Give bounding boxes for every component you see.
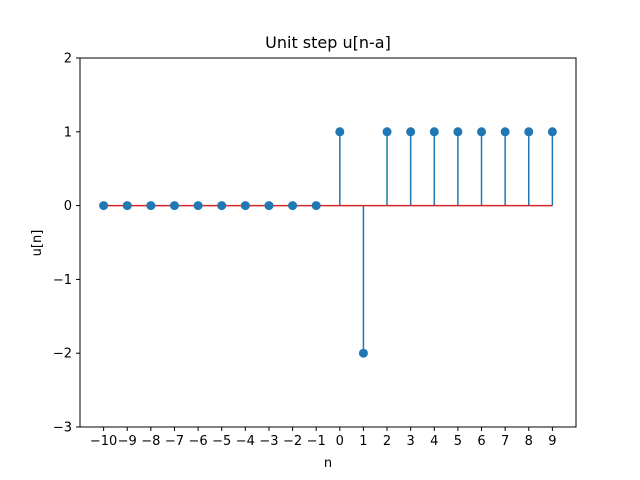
stem-marker bbox=[264, 201, 274, 211]
stem-marker bbox=[429, 127, 439, 137]
x-tick-label: −10 bbox=[90, 434, 117, 449]
x-axis-label: n bbox=[324, 456, 332, 471]
y-tick-label: −1 bbox=[53, 273, 72, 288]
x-tick-label: −9 bbox=[118, 434, 137, 449]
stem-marker bbox=[524, 127, 534, 137]
stem-marker bbox=[146, 201, 156, 211]
x-tick-label: 3 bbox=[407, 434, 415, 449]
x-tick-label: −3 bbox=[259, 434, 278, 449]
y-tick-label: 2 bbox=[64, 52, 72, 67]
x-tick-label: 7 bbox=[501, 434, 509, 449]
stem-marker bbox=[311, 201, 321, 211]
stem-marker bbox=[193, 201, 203, 211]
x-tick-label: 2 bbox=[383, 434, 391, 449]
y-tick-label: 0 bbox=[64, 199, 72, 214]
y-axis-label: u[n] bbox=[30, 230, 45, 257]
y-tick-label: −3 bbox=[53, 421, 72, 436]
stem-marker bbox=[453, 127, 463, 137]
x-tick-label: −5 bbox=[212, 434, 231, 449]
x-tick-label: 6 bbox=[477, 434, 485, 449]
y-tick-label: 1 bbox=[64, 125, 72, 140]
stem-marker bbox=[217, 201, 227, 211]
stem-marker bbox=[122, 201, 132, 211]
x-tick-label: −4 bbox=[236, 434, 255, 449]
x-tick-label: 4 bbox=[430, 434, 438, 449]
x-tick-label: −8 bbox=[141, 434, 160, 449]
x-tick-label: 9 bbox=[548, 434, 556, 449]
x-tick-label: −1 bbox=[307, 434, 326, 449]
x-tick-label: −6 bbox=[189, 434, 208, 449]
stem-marker bbox=[288, 201, 298, 211]
stem-marker bbox=[358, 348, 368, 358]
stem-marker bbox=[169, 201, 179, 211]
stem-marker bbox=[477, 127, 487, 137]
stem-marker bbox=[99, 201, 109, 211]
stem-marker bbox=[547, 127, 557, 137]
stem-marker bbox=[500, 127, 510, 137]
stem-marker bbox=[335, 127, 345, 137]
stem-marker bbox=[382, 127, 392, 137]
x-tick-label: −2 bbox=[283, 434, 302, 449]
y-tick-label: −2 bbox=[53, 347, 72, 362]
stem-marker bbox=[406, 127, 416, 137]
x-tick-label: 1 bbox=[359, 434, 367, 449]
x-tick-label: 5 bbox=[454, 434, 462, 449]
x-tick-label: −7 bbox=[165, 434, 184, 449]
x-tick-label: 8 bbox=[525, 434, 533, 449]
stem-marker bbox=[240, 201, 250, 211]
chart-title: Unit step u[n-a] bbox=[265, 33, 391, 52]
axes-frame bbox=[79, 57, 577, 428]
x-tick-label: 0 bbox=[336, 434, 344, 449]
